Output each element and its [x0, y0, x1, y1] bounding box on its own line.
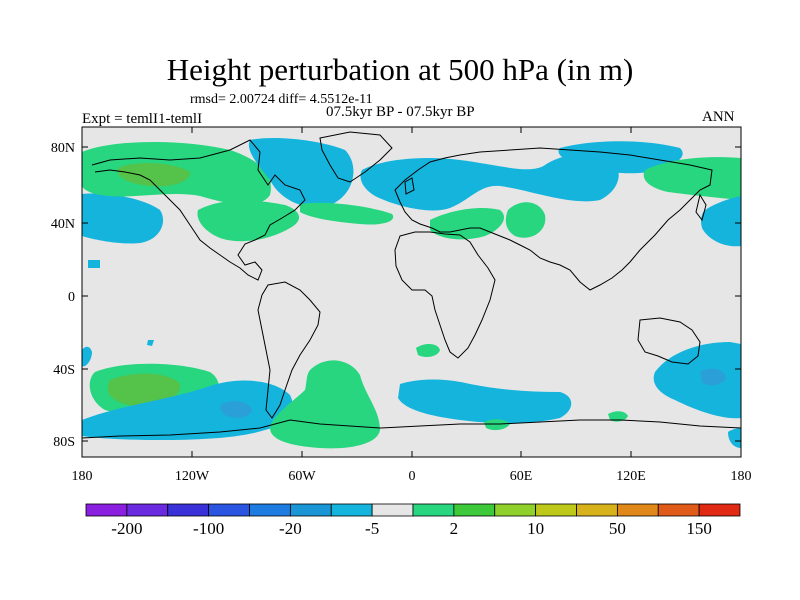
- lon-label-60w: 60W: [288, 469, 316, 484]
- anomaly-blob: [505, 202, 546, 238]
- legend-label: -20: [279, 519, 302, 538]
- axis-ticks: [81, 127, 742, 457]
- anomaly-blob: [398, 379, 572, 424]
- legend-color-box: [657, 503, 700, 517]
- anomaly-blob: [558, 141, 683, 174]
- anomaly-blob: [197, 200, 300, 242]
- anomaly-blob: [82, 380, 293, 440]
- page-title: Height perturbation at 500 hPa (in m): [166, 52, 634, 87]
- coastline-north-america: [91, 139, 306, 281]
- coastline-uk: [404, 177, 415, 195]
- coastlines: [82, 131, 741, 439]
- legend-color-box: [616, 503, 659, 517]
- anomaly-blob: [82, 193, 164, 244]
- lon-label-120w: 120W: [175, 469, 210, 484]
- anomaly-blob: [700, 368, 726, 386]
- legend-color-box: [167, 503, 210, 517]
- coastline-africa: [394, 231, 496, 359]
- legend-color-box: [289, 503, 332, 517]
- legend-labels: -200 -100 -20 -5 2 10 50 150: [111, 519, 712, 538]
- anomaly-blob: [416, 344, 440, 358]
- lat-label-0: 0: [68, 290, 75, 305]
- anomaly-blob: [360, 154, 619, 211]
- legend-label: -200: [111, 519, 142, 538]
- lon-label-120e: 120E: [616, 469, 646, 484]
- lon-label-0: 0: [409, 469, 416, 484]
- lon-label-180w: 180: [72, 469, 93, 484]
- anomaly-blob: [484, 419, 510, 431]
- lon-label-180e: 180: [731, 469, 752, 484]
- legend-color-box: [371, 503, 414, 517]
- lat-label-80n: 80N: [51, 141, 75, 156]
- legend-label: 50: [609, 519, 626, 538]
- legend-color-box: [330, 503, 373, 517]
- legend-color-box: [208, 503, 250, 517]
- legend-color-box: [126, 503, 169, 517]
- coastline-australia: [637, 317, 701, 365]
- legend-label: -5: [365, 519, 379, 538]
- legend-label: -100: [193, 519, 224, 538]
- anomaly-blob: [643, 157, 741, 200]
- season-label: ANN: [702, 109, 735, 125]
- lon-label-60e: 60E: [510, 469, 533, 484]
- anomaly-blob: [107, 373, 181, 407]
- legend-color-box: [535, 503, 577, 517]
- contour-fields: [82, 138, 741, 449]
- anomaly-blob: [653, 342, 741, 419]
- anomaly-blob: [701, 196, 741, 247]
- anomaly-blob: [300, 202, 394, 225]
- legend-color-box: [412, 503, 455, 517]
- legend-label: 10: [527, 519, 544, 538]
- coastline-eurasia: [394, 147, 713, 291]
- anomaly-blob: [88, 260, 100, 268]
- anomaly-blob: [248, 138, 354, 208]
- coastline-greenland: [319, 131, 393, 183]
- legend-colorbar: [85, 503, 741, 517]
- period-label: 07.5kyr BP - 07.5kyr BP: [326, 104, 475, 120]
- lat-label-40n: 40N: [51, 217, 75, 232]
- legend-color-box: [576, 503, 618, 517]
- legend-color-box: [249, 503, 291, 517]
- rmsd-stats: rmsd= 2.00724 diff= 4.5512e-11: [190, 92, 373, 107]
- legend-color-box: [453, 503, 496, 517]
- lat-label-40s: 40S: [53, 363, 75, 378]
- legend-label: 150: [686, 519, 712, 538]
- anomaly-blob: [82, 346, 92, 367]
- coastline-south-america: [257, 281, 321, 419]
- coastline-antarctica: [82, 419, 741, 439]
- legend-color-box: [85, 503, 128, 517]
- anomaly-blob: [220, 401, 252, 418]
- legend-label: 2: [450, 519, 459, 538]
- experiment-label: Expt = temlI1-temlI: [82, 111, 203, 127]
- legend-color-box: [698, 503, 741, 517]
- lat-label-80s: 80S: [53, 435, 75, 450]
- anomaly-blob: [608, 411, 628, 422]
- legend-color-box: [494, 503, 537, 517]
- anomaly-blob: [117, 163, 191, 187]
- anomaly-blob: [728, 428, 741, 448]
- anomaly-blob: [147, 340, 154, 346]
- coastline-japan: [695, 193, 707, 222]
